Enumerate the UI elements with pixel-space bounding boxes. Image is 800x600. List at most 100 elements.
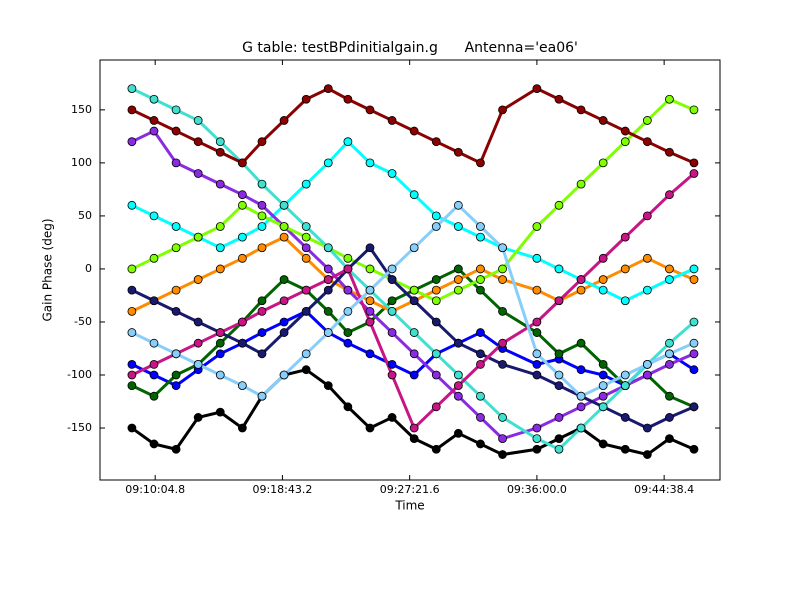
data-point [576, 423, 586, 433]
data-point [301, 365, 311, 375]
data-point [193, 169, 203, 178]
data-point [532, 349, 542, 359]
y-tick-label: -150 [67, 421, 92, 434]
data-point [409, 328, 419, 337]
data-point [279, 275, 289, 284]
data-point [127, 200, 137, 210]
data-point [127, 306, 137, 316]
data-point [149, 116, 159, 125]
data-point [343, 285, 353, 295]
data-point [171, 285, 181, 295]
data-point [576, 179, 586, 189]
data-point [257, 211, 267, 221]
data-point [598, 359, 608, 369]
data-point [598, 158, 608, 168]
data-point [215, 338, 225, 348]
data-point [279, 116, 289, 125]
data-point [237, 338, 247, 348]
data-point [365, 423, 375, 433]
data-point [498, 275, 507, 284]
data-point [365, 306, 375, 316]
y-tick-label: 50 [78, 209, 92, 222]
data-point [532, 222, 542, 231]
data-point [665, 391, 674, 401]
data-point [476, 359, 485, 369]
data-point [237, 232, 247, 242]
data-point [642, 285, 652, 295]
data-point [279, 370, 289, 380]
data-point [642, 423, 652, 433]
data-point [554, 434, 564, 444]
data-point [642, 370, 652, 380]
data-point [554, 381, 564, 391]
data-point [409, 423, 419, 433]
data-point [365, 349, 375, 359]
data-point [453, 381, 463, 391]
data-point [431, 275, 441, 284]
series-line [131, 267, 695, 409]
data-point [498, 243, 507, 253]
x-tick-label: 09:36:00.0 [507, 483, 567, 496]
y-axis-label: Gain Phase (deg) [41, 218, 55, 321]
data-point [476, 158, 485, 168]
data-point [193, 359, 203, 369]
data-point [642, 137, 652, 147]
data-point [365, 105, 375, 115]
data-point [453, 264, 463, 274]
data-point [409, 190, 419, 200]
x-tick-label: 09:18:43.2 [252, 483, 312, 496]
data-point [576, 402, 586, 412]
data-point [257, 222, 267, 231]
data-point [576, 338, 586, 348]
data-point [665, 349, 674, 359]
data-point [620, 381, 630, 391]
data-point [323, 243, 333, 253]
data-point [498, 413, 507, 422]
data-point [257, 306, 267, 316]
data-point [343, 264, 353, 274]
data-point [387, 169, 397, 178]
y-tick-label: -100 [67, 368, 92, 381]
data-point [127, 359, 137, 369]
data-point [301, 306, 311, 316]
data-point [171, 381, 181, 391]
data-point [409, 126, 419, 136]
data-point [453, 338, 463, 348]
data-point [642, 359, 652, 369]
data-point [171, 349, 181, 359]
data-point [476, 328, 485, 337]
data-point [532, 253, 542, 263]
data-point [576, 105, 586, 115]
data-point [476, 285, 485, 295]
data-point [431, 402, 441, 412]
data-point [343, 306, 353, 316]
data-point [476, 439, 485, 449]
data-point [689, 105, 699, 115]
data-point [532, 359, 542, 369]
data-point [620, 444, 630, 454]
data-point [387, 296, 397, 306]
data-point [532, 434, 542, 444]
data-point [554, 296, 564, 306]
data-point [257, 328, 267, 337]
data-point [598, 381, 608, 391]
data-point [642, 211, 652, 221]
data-point [193, 232, 203, 242]
data-point [149, 359, 159, 369]
data-point [689, 169, 699, 178]
data-point [171, 243, 181, 253]
data-point [127, 137, 137, 147]
data-point [323, 306, 333, 316]
data-point [301, 222, 311, 231]
data-point [237, 190, 247, 200]
data-point [532, 84, 542, 94]
data-point [279, 222, 289, 231]
data-point [323, 84, 333, 94]
data-point [343, 402, 353, 412]
data-point [257, 137, 267, 147]
data-point [127, 264, 137, 274]
data-point [620, 413, 630, 422]
data-point [127, 328, 137, 337]
data-point [431, 349, 441, 359]
data-point [689, 349, 699, 359]
